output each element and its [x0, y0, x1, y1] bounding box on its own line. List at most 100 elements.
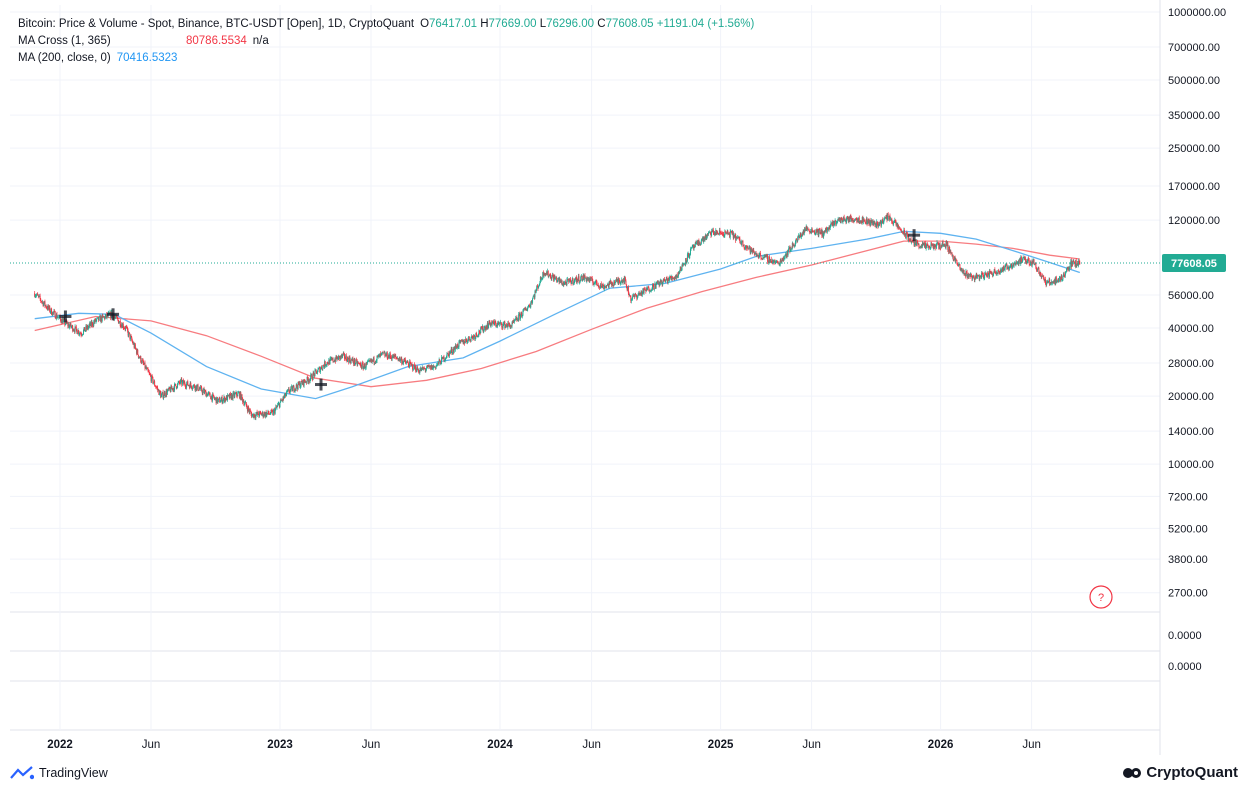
question-badge-icon[interactable]: ?: [1098, 592, 1104, 604]
candle-body: [52, 311, 54, 313]
candle-body: [759, 253, 761, 255]
candle-body: [690, 248, 692, 250]
candle-body: [1028, 258, 1030, 261]
cryptoquant-logo[interactable]: CryptoQuant: [1123, 764, 1238, 781]
candle-body: [361, 362, 363, 368]
question-badge-circle[interactable]: [1089, 585, 1113, 609]
candle-body: [751, 249, 753, 252]
candle-body: [1035, 267, 1037, 270]
candle-body: [911, 241, 913, 243]
candle-body: [210, 396, 212, 400]
candle-body: [191, 387, 193, 389]
candle-body: [147, 368, 149, 371]
candle-body: [832, 221, 834, 226]
candle-body: [409, 361, 411, 363]
candle-body: [697, 241, 699, 245]
candle-body: [318, 368, 320, 370]
candle-body: [754, 253, 756, 255]
candle-body: [816, 229, 818, 233]
legend-title[interactable]: Bitcoin: Price & Volume - Spot, Binance,…: [18, 18, 415, 30]
candle-body: [87, 325, 89, 329]
question-badge[interactable]: ?: [1089, 585, 1113, 609]
candle-body: [326, 362, 328, 365]
candle-body: [236, 392, 238, 396]
candle-body: [744, 247, 746, 249]
candle-body: [392, 354, 394, 358]
candle-body: [414, 366, 416, 369]
candle-body: [979, 275, 981, 280]
candle-body: [185, 386, 187, 388]
candle-body: [878, 223, 880, 225]
candle-body: [401, 361, 403, 364]
legend-ma200-label[interactable]: MA (200, close, 0): [18, 52, 111, 64]
candle-body: [192, 387, 194, 389]
candle-body: [492, 320, 494, 323]
candle-body: [595, 279, 597, 283]
candle-body: [450, 351, 452, 353]
candle-body: [898, 227, 900, 229]
candle-body: [959, 264, 961, 269]
candle-body: [676, 274, 678, 277]
candle-body: [499, 322, 501, 324]
candle-body: [208, 392, 210, 394]
candle-body: [131, 337, 133, 341]
candle-body: [1040, 275, 1042, 277]
candle-body: [300, 381, 302, 386]
candle-body: [703, 238, 705, 241]
candle-body: [580, 275, 582, 277]
legend-ma-cross-label[interactable]: MA Cross (1, 365): [18, 35, 111, 47]
candle-body: [686, 254, 688, 261]
candle-body: [869, 220, 871, 226]
candle-body: [546, 272, 548, 275]
candle-body: [551, 274, 553, 277]
candle-body: [368, 360, 370, 361]
candle-body: [738, 237, 740, 239]
candle-body: [241, 394, 243, 398]
candle-body: [688, 255, 690, 258]
candle-body: [563, 282, 565, 285]
candle-body: [609, 282, 611, 284]
candle-body: [743, 245, 745, 248]
candle-body: [328, 359, 330, 365]
price-axis[interactable]: 1000000.00700000.00500000.00350000.00250…: [1168, 7, 1226, 673]
candle-body: [541, 278, 543, 280]
candle-body: [406, 361, 408, 363]
candle-body: [755, 253, 757, 254]
candle-body: [583, 275, 585, 280]
candle-body: [232, 392, 234, 399]
candle-body: [837, 218, 839, 222]
time-axis[interactable]: 2022 Jun 2023 Jun 2024 Jun 2025 Jun 2026 Jun: [47, 739, 1041, 751]
candle-body: [962, 272, 964, 274]
candle-body: [871, 221, 873, 224]
candle-body: [159, 390, 161, 393]
candle-body: [535, 291, 537, 293]
candle-body: [861, 222, 863, 224]
candle-body: [743, 245, 745, 246]
candle-body: [278, 403, 280, 408]
candle-body: [56, 314, 58, 319]
candle-body: [486, 323, 488, 329]
candle-body: [572, 278, 574, 284]
candle-body: [491, 322, 493, 325]
candle-body: [1013, 263, 1015, 266]
candle-body: [535, 289, 537, 293]
candle-body: [441, 357, 443, 358]
candle-body: [295, 384, 297, 389]
candle-body: [515, 318, 517, 321]
candle-body: [161, 392, 163, 394]
cryptoquant-label: CryptoQuant: [1146, 764, 1238, 781]
candle-body: [432, 365, 434, 369]
candle-body: [324, 361, 326, 368]
candle-body: [50, 308, 52, 312]
candle-body: [77, 330, 79, 334]
candle-body: [909, 240, 911, 242]
candle-body: [353, 359, 355, 364]
candle-body: [986, 276, 988, 278]
candle-body: [776, 261, 778, 263]
candle-body: [1018, 260, 1020, 265]
candle-body: [46, 307, 48, 310]
tradingview-logo[interactable]: TradingView: [10, 766, 108, 780]
candle-body: [793, 244, 795, 247]
candle-body: [354, 359, 356, 365]
